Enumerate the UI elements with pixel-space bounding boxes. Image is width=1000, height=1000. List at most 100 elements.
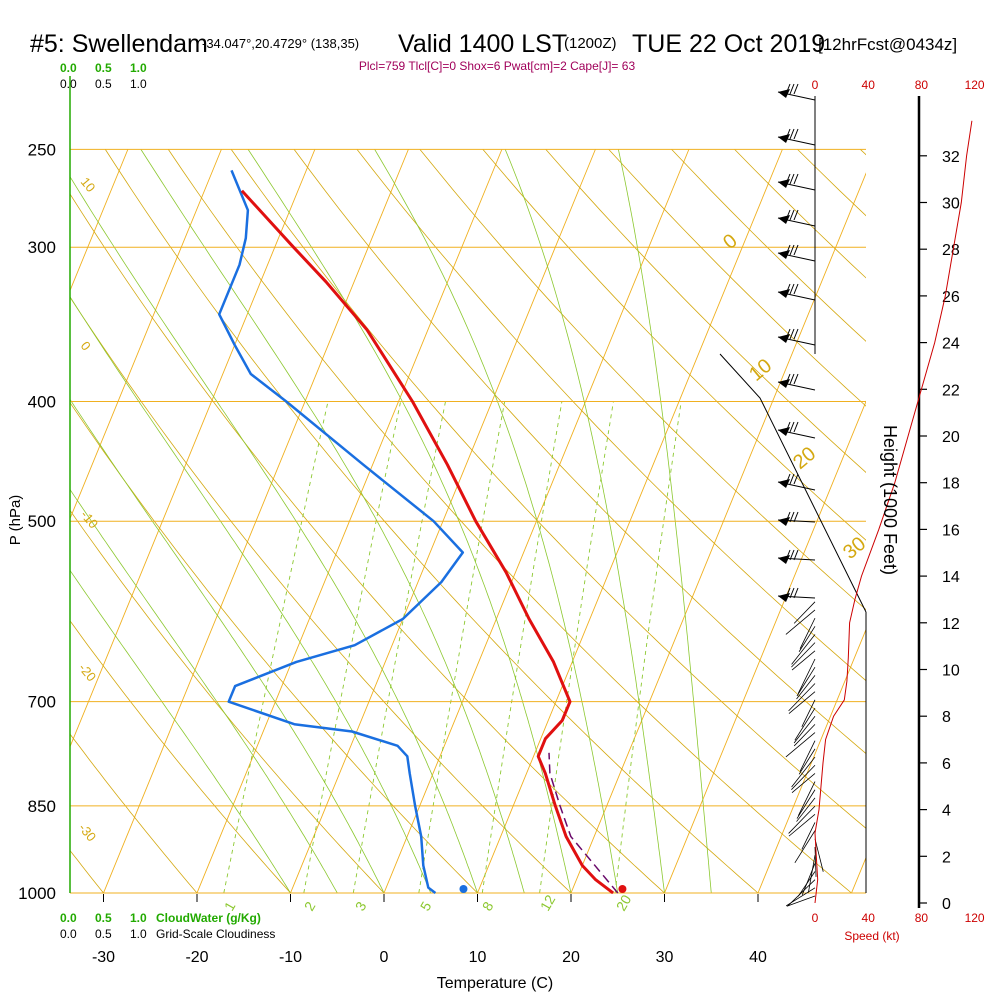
- height-tick-label: 10: [942, 663, 960, 680]
- cloud-bot-green-1: 0.5: [95, 911, 112, 925]
- wind-barb-flag: [789, 511, 795, 523]
- wind-barb: [797, 781, 816, 816]
- dry-adiabat-label: 10: [745, 355, 776, 386]
- wind-barb: [791, 756, 816, 788]
- cloud-top-black-1: 0.5: [95, 77, 112, 91]
- temp-tick-label: 10: [469, 949, 487, 966]
- height-tick-label: 4: [942, 803, 951, 820]
- wind-barb-flag: [785, 244, 791, 256]
- speed-tick-bottom: 120: [965, 911, 985, 925]
- wind-barb-flag: [789, 549, 795, 561]
- wind-barb: [808, 855, 816, 893]
- dry-adiabat-line: [608, 149, 866, 407]
- temp-tick-label: -10: [279, 949, 302, 966]
- wind-barb: [796, 666, 816, 697]
- height-tick-label: 16: [942, 522, 960, 539]
- wind-barb: [794, 707, 816, 741]
- wind-barb: [793, 724, 816, 747]
- wind-barb-flag: [789, 244, 795, 256]
- wind-barb: [794, 830, 816, 864]
- wind-pennant: [778, 427, 790, 436]
- mixing-ratio-line: [352, 401, 446, 894]
- wind-barb: [801, 822, 816, 850]
- speed-trace: [814, 120, 973, 904]
- height-tick-label: 30: [942, 196, 960, 213]
- height-tick-label: 14: [942, 569, 960, 586]
- pressure-tick-label: 1000: [18, 884, 56, 903]
- wind-barb-flag: [785, 209, 791, 221]
- height-axis: 0246810121416182022242628303200404080801…: [719, 78, 985, 925]
- parcel-params: Plcl=759 Tlcl[C]=0 Shox=6 Pwat[cm]=2 Cap…: [359, 59, 636, 73]
- wind-barb: [801, 699, 816, 727]
- isotherm-line: [945, 149, 1000, 893]
- height-tick-label: 2: [942, 849, 951, 866]
- dry-adiabat-line: [545, 149, 866, 473]
- cloud-bot-black-2: 1.0: [130, 927, 147, 941]
- dry-adiabat-line: [70, 733, 198, 894]
- dry-adiabat-label: 0: [78, 338, 94, 353]
- wind-barb-flag: [785, 587, 791, 599]
- dry-adiabat-line: [923, 149, 1000, 893]
- cloud-bot-green-0: 0.0: [60, 911, 77, 925]
- moist-adiabat-line: [247, 149, 572, 894]
- moist-adiabat-line: [504, 149, 665, 894]
- moist-adiabat-line: [618, 149, 712, 894]
- height-tick-label: 18: [942, 476, 960, 493]
- background-lines: [70, 149, 1000, 894]
- dry-adiabat-label: 10: [78, 174, 99, 195]
- speed-tick-top: 40: [862, 78, 876, 92]
- wind-barb: [798, 626, 816, 652]
- pressure-tick-label: 400: [28, 393, 56, 412]
- isotherm-line: [70, 149, 129, 292]
- wind-barb-flag: [785, 173, 791, 185]
- wind-barb: [797, 658, 816, 694]
- wind-barb-flag: [793, 173, 799, 185]
- surface-dewpoint-dot: [459, 885, 468, 893]
- pressure-tick-label: 850: [28, 797, 56, 816]
- speed-tick-bottom: 40: [862, 911, 876, 925]
- dry-adiabat-line: [482, 149, 866, 541]
- mixing-ratio-label: 12: [537, 892, 559, 914]
- moist-adiabat-line: [70, 398, 385, 894]
- height-tick-label: 12: [942, 616, 960, 633]
- surface-temp-dot: [618, 885, 627, 893]
- wind-barb-flag: [785, 128, 791, 140]
- pressure-tick-label: 250: [28, 140, 56, 159]
- isotherm-line: [757, 628, 866, 894]
- wind-barb: [796, 797, 816, 822]
- wind-pennant: [778, 250, 790, 259]
- wind-barb-flag: [793, 283, 799, 295]
- wind-barb-flag: [785, 473, 791, 485]
- chart-title: #5: Swellendam: [30, 30, 208, 58]
- wind-barb: [798, 748, 816, 775]
- wind-barb: [788, 691, 816, 714]
- cloud-scale-bottom: 0.0 0.5 1.0 CloudWater (g/Kg) 0.0 0.5 1.…: [60, 911, 275, 941]
- temperature-trace: [240, 189, 615, 894]
- dry-adiabat-line: [70, 401, 478, 894]
- moist-adiabat-line: [140, 149, 525, 894]
- wind-barb-flag: [793, 373, 799, 385]
- cloud-top-black-2: 1.0: [130, 77, 147, 91]
- pressure-tick-label: 300: [28, 238, 56, 257]
- cloud-bot-black-0: 0.0: [60, 927, 77, 941]
- temp-tick-label: 20: [562, 949, 580, 966]
- cloudiness-label: Grid-Scale Cloudiness: [156, 927, 275, 941]
- wind-barb: [799, 617, 816, 649]
- wind-barb: [791, 764, 816, 790]
- speed-tick-bottom: 0: [812, 911, 819, 925]
- height-tick-label: 32: [942, 149, 960, 166]
- cloud-top-green-0: 0.0: [60, 61, 77, 75]
- temp-tick-label: 30: [656, 949, 674, 966]
- zulu-time: (1200Z): [564, 35, 617, 52]
- wind-barb-flag: [793, 328, 799, 340]
- wind-barb-flag: [793, 421, 799, 433]
- speed-tick-bottom: 80: [915, 911, 929, 925]
- wind-barb: [799, 740, 816, 772]
- wind-barb-flag: [793, 128, 799, 140]
- wind-pennant: [778, 134, 790, 143]
- height-tick-label: 24: [942, 336, 960, 353]
- wind-pennant: [778, 479, 790, 488]
- height-tick-label: 26: [942, 289, 960, 306]
- wind-barb: [791, 634, 816, 665]
- dry-adiabat-line: [70, 509, 385, 894]
